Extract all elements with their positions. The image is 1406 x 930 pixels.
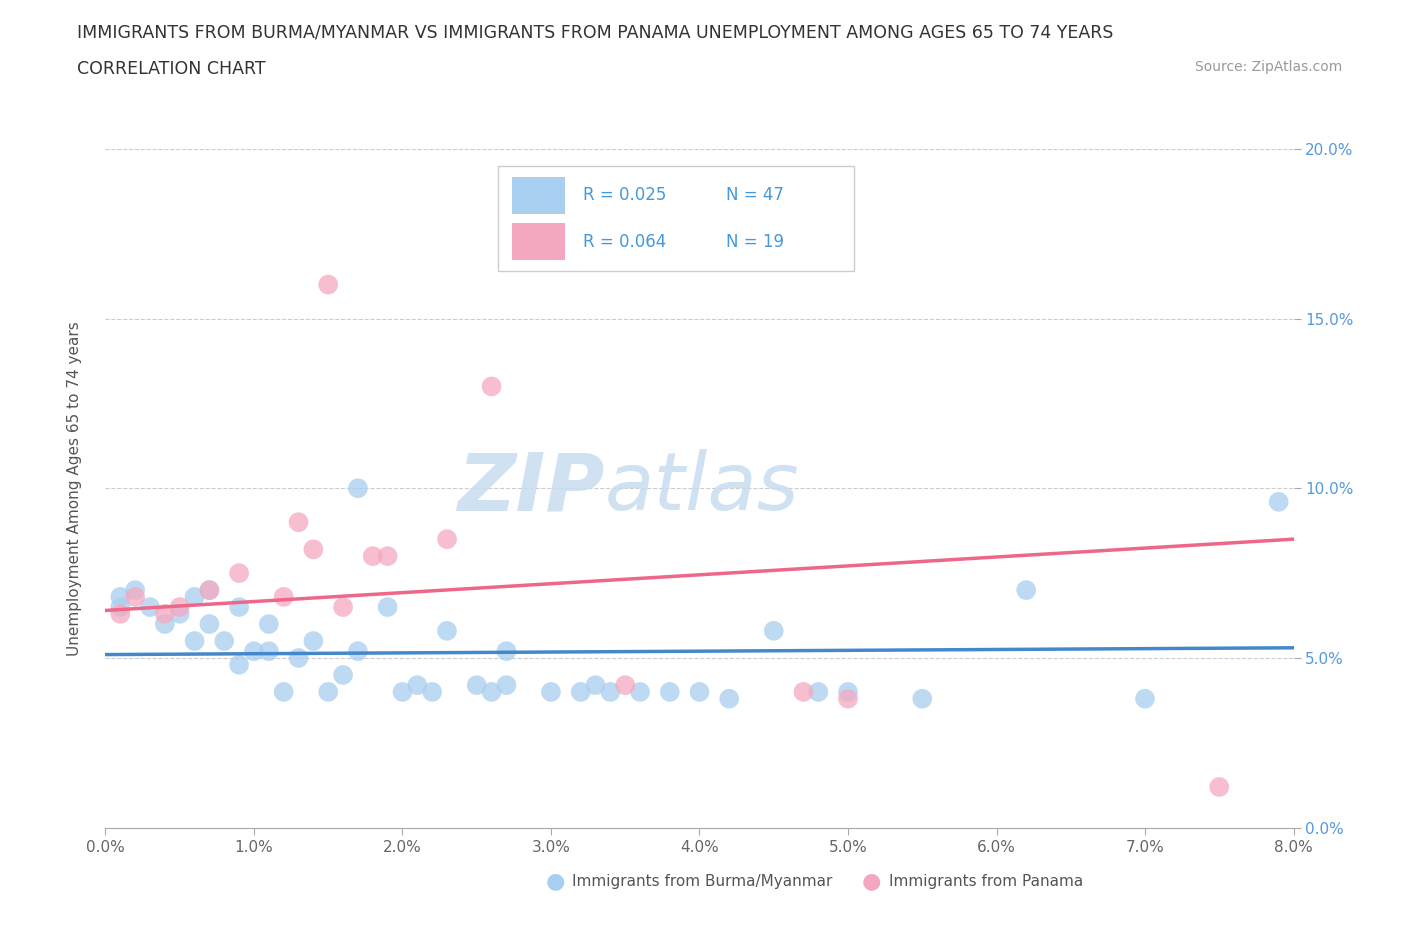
Text: ZIP: ZIP <box>457 449 605 527</box>
FancyBboxPatch shape <box>498 166 853 271</box>
Point <box>689 684 711 699</box>
Point <box>807 684 830 699</box>
Point <box>316 684 339 699</box>
Text: atlas: atlas <box>605 449 799 527</box>
Point <box>628 684 651 699</box>
Point <box>361 549 384 564</box>
Point <box>124 590 146 604</box>
Point <box>614 678 637 693</box>
Point <box>198 582 221 598</box>
Point <box>391 684 413 699</box>
Point <box>273 684 295 699</box>
Point <box>420 684 443 699</box>
Point <box>495 644 517 658</box>
FancyBboxPatch shape <box>512 177 565 214</box>
Point <box>183 590 205 604</box>
Point <box>465 678 488 693</box>
Point <box>540 684 562 699</box>
Point <box>1015 582 1038 598</box>
Point <box>198 617 221 631</box>
Point <box>481 379 503 394</box>
Point <box>257 617 280 631</box>
Point <box>481 684 503 699</box>
Text: R = 0.025: R = 0.025 <box>583 186 666 205</box>
Point <box>332 600 354 615</box>
Point <box>495 678 517 693</box>
Point <box>1208 779 1230 794</box>
Point <box>183 633 205 648</box>
Point <box>169 600 191 615</box>
Point <box>273 590 295 604</box>
Point <box>316 277 339 292</box>
Point <box>198 582 221 598</box>
Point <box>569 684 592 699</box>
Point <box>228 658 250 672</box>
Point <box>347 481 370 496</box>
Text: Immigrants from Burma/Myanmar: Immigrants from Burma/Myanmar <box>572 874 832 889</box>
Point <box>169 606 191 621</box>
FancyBboxPatch shape <box>512 223 565 260</box>
Point <box>124 582 146 598</box>
Point <box>153 606 176 621</box>
Text: ●: ● <box>546 871 565 892</box>
Point <box>436 532 458 547</box>
Point <box>1267 495 1289 510</box>
Point <box>302 633 325 648</box>
Point <box>406 678 429 693</box>
Text: N = 19: N = 19 <box>725 232 783 250</box>
Point <box>911 691 934 706</box>
Point <box>110 606 132 621</box>
Point <box>332 668 354 683</box>
Point <box>110 600 132 615</box>
Text: CORRELATION CHART: CORRELATION CHART <box>77 60 266 78</box>
Point <box>436 623 458 638</box>
Point <box>153 617 176 631</box>
Point <box>792 684 814 699</box>
Point <box>110 590 132 604</box>
Point <box>377 549 399 564</box>
Point <box>1133 691 1156 706</box>
Point <box>228 565 250 580</box>
Point <box>139 600 162 615</box>
Point <box>837 691 859 706</box>
Text: Source: ZipAtlas.com: Source: ZipAtlas.com <box>1195 60 1343 74</box>
Point <box>214 633 236 648</box>
Point <box>658 684 681 699</box>
Text: Immigrants from Panama: Immigrants from Panama <box>889 874 1083 889</box>
Point <box>762 623 785 638</box>
Text: R = 0.064: R = 0.064 <box>583 232 666 250</box>
Point <box>257 644 280 658</box>
Point <box>228 600 250 615</box>
Point <box>287 651 309 666</box>
Text: ●: ● <box>862 871 882 892</box>
Text: N = 47: N = 47 <box>725 186 783 205</box>
Point <box>599 684 621 699</box>
Point <box>287 515 309 530</box>
Point <box>347 644 370 658</box>
Text: IMMIGRANTS FROM BURMA/MYANMAR VS IMMIGRANTS FROM PANAMA UNEMPLOYMENT AMONG AGES : IMMIGRANTS FROM BURMA/MYANMAR VS IMMIGRA… <box>77 23 1114 41</box>
Point <box>243 644 266 658</box>
Point <box>377 600 399 615</box>
Y-axis label: Unemployment Among Ages 65 to 74 years: Unemployment Among Ages 65 to 74 years <box>67 321 82 656</box>
Point <box>837 684 859 699</box>
Point <box>302 542 325 557</box>
Point <box>718 691 741 706</box>
Point <box>585 678 607 693</box>
